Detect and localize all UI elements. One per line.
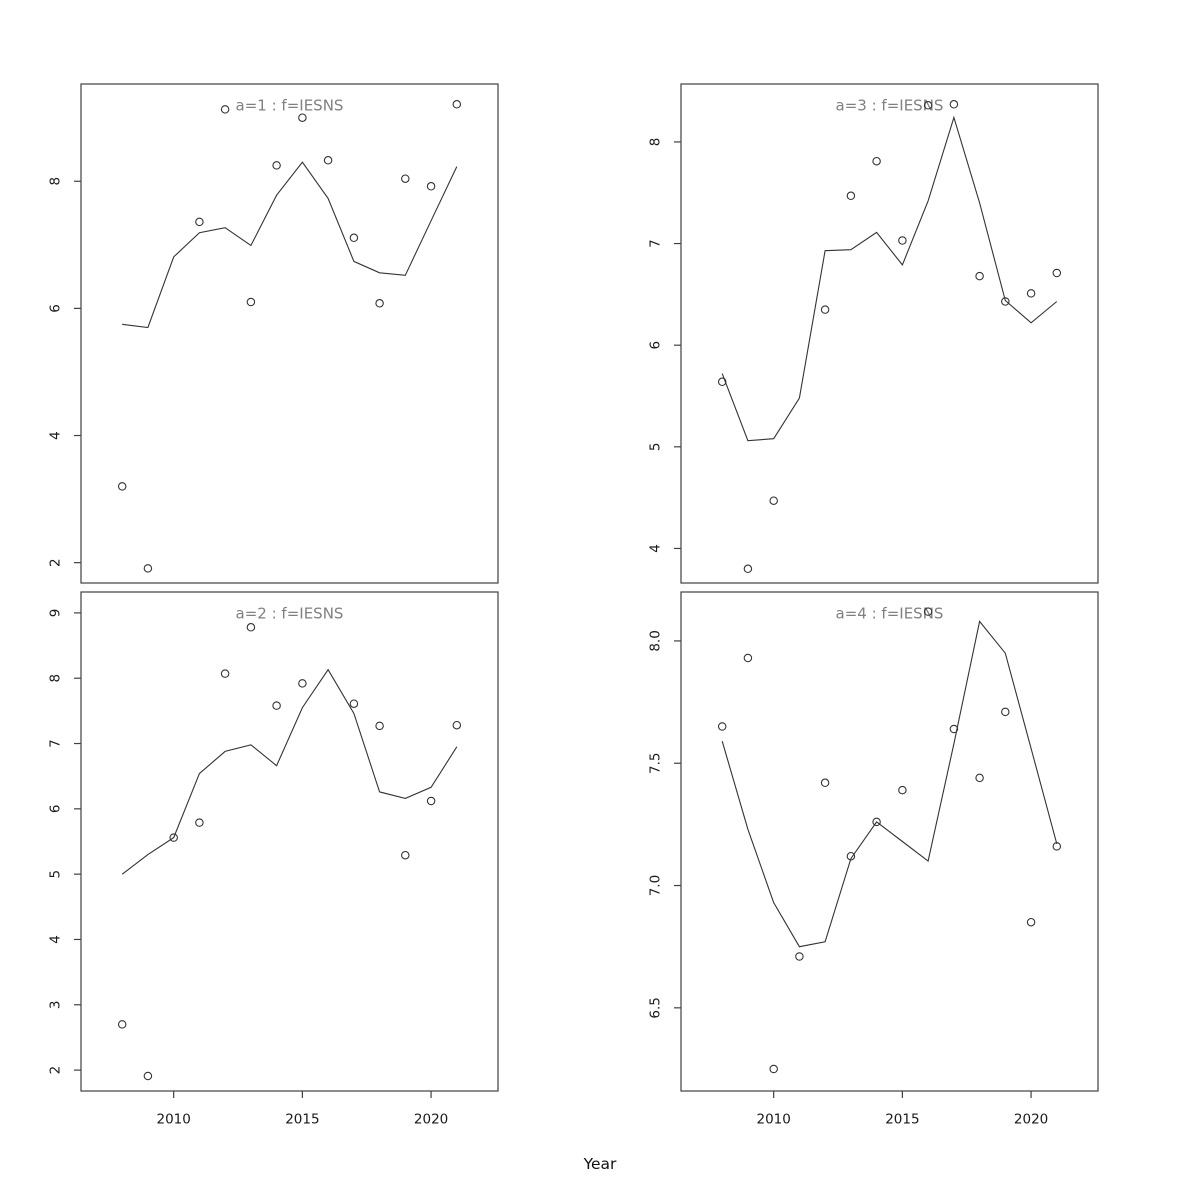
panel-frame xyxy=(80,591,499,1092)
y-tick-label: 6 xyxy=(48,304,64,313)
panel-frame xyxy=(680,591,1099,1092)
panel-frame xyxy=(680,83,1099,584)
panel-title: a=3 : f=IESNS xyxy=(836,97,944,115)
panel-title: a=2 : f=IESNS xyxy=(236,605,344,623)
fit-line xyxy=(121,668,458,875)
y-tick-label: 8 xyxy=(48,177,64,186)
obs-point-2015 xyxy=(898,785,907,795)
obs-point-2017 xyxy=(349,699,359,708)
y-tick-label: 2 xyxy=(48,558,64,567)
obs-point-2012 xyxy=(820,778,830,788)
y-tick-label: 4 xyxy=(48,431,64,440)
obs-point-2008 xyxy=(117,1020,127,1029)
x-tick-label: 2010 xyxy=(756,1112,790,1128)
y-tick-label: 3 xyxy=(48,1000,64,1009)
obs-point-2021 xyxy=(452,720,462,730)
y-tick-label: 8 xyxy=(48,674,64,683)
obs-point-2012 xyxy=(220,105,230,114)
panel-frame xyxy=(80,83,499,584)
panel-a3-f-iesns: a=3 : f=IESNS 4 5 6 7 8 xyxy=(617,70,1112,639)
y-tick-label: 5 xyxy=(648,443,664,452)
y-tick-label: 7 xyxy=(648,239,664,248)
y-tick-label: 7.0 xyxy=(648,875,664,896)
obs-point-2014 xyxy=(272,161,281,170)
obs-point-2010 xyxy=(769,496,778,505)
x-tick-label: 2010 xyxy=(156,1112,190,1128)
x-tick-label: 2015 xyxy=(885,1112,919,1128)
panel-a4-f-iesns: a=4 : f=IESNS 6.5 7.0 7.5 8.0 2010 2015 2020 xyxy=(617,578,1112,1147)
obs-point-2017 xyxy=(949,100,959,109)
fit-line xyxy=(122,161,458,329)
x-axis-title: Year xyxy=(583,1155,617,1173)
obs-point-2020 xyxy=(1026,917,1036,927)
fit-line xyxy=(721,115,1058,442)
obs-point-2021 xyxy=(1052,268,1062,278)
obs-point-2014 xyxy=(872,156,881,166)
obs-point-2019 xyxy=(401,174,410,183)
panel-plot: a=1 : f=IESNS 2 4 6 8 xyxy=(48,83,499,584)
obs-point-2010 xyxy=(169,833,178,842)
obs-point-2019 xyxy=(1001,707,1010,717)
panel-plot: a=2 : f=IESNS 2 3 4 5 6 7 8 9 2010 2015 2020 xyxy=(48,591,499,1128)
x-tick-label: 2020 xyxy=(1014,1112,1048,1128)
obs-point-2016 xyxy=(923,607,933,616)
obs-point-2018 xyxy=(375,721,384,731)
obs-point-2010 xyxy=(769,1064,778,1074)
obs-point-2015 xyxy=(298,113,307,122)
obs-point-2014 xyxy=(872,817,881,827)
obs-point-2012 xyxy=(820,305,830,314)
fit-line xyxy=(721,620,1058,948)
obs-point-2009 xyxy=(143,1071,153,1081)
y-tick-label: 5 xyxy=(48,870,64,879)
x-tick-label: 2020 xyxy=(414,1112,448,1128)
obs-point-2020 xyxy=(426,182,436,191)
obs-point-2015 xyxy=(898,236,907,245)
obs-point-2021 xyxy=(452,100,462,109)
y-tick-label: 7 xyxy=(48,739,64,748)
y-tick-label: 8.0 xyxy=(648,630,664,651)
panel-title: a=4 : f=IESNS xyxy=(836,605,944,623)
obs-point-2011 xyxy=(795,952,804,961)
obs-point-2017 xyxy=(949,724,959,734)
y-tick-label: 9 xyxy=(48,609,64,618)
y-tick-label: 6 xyxy=(48,805,64,814)
y-tick-label: 8 xyxy=(648,138,664,147)
y-tick-label: 7.5 xyxy=(648,752,664,773)
obs-point-2013 xyxy=(246,297,256,307)
y-tick-label: 4 xyxy=(648,544,664,553)
obs-point-2009 xyxy=(743,564,753,574)
obs-point-2008 xyxy=(717,722,727,731)
obs-point-2020 xyxy=(1026,289,1036,298)
obs-point-2018 xyxy=(975,271,984,281)
obs-point-2018 xyxy=(975,773,984,783)
obs-point-2013 xyxy=(846,191,856,201)
panel-title: a=1 : f=IESNS xyxy=(236,97,344,115)
obs-point-2012 xyxy=(220,669,230,678)
obs-point-2016 xyxy=(323,156,333,165)
obs-point-2019 xyxy=(401,850,410,860)
obs-point-2014 xyxy=(272,701,281,710)
obs-point-2011 xyxy=(195,217,204,227)
x-tick-label: 2015 xyxy=(285,1112,319,1128)
y-tick-label: 6.5 xyxy=(648,997,664,1018)
obs-point-2011 xyxy=(195,818,204,827)
obs-point-2009 xyxy=(743,653,753,663)
obs-point-2013 xyxy=(246,623,256,632)
panel-a1-f-iesns: a=1 : f=IESNS 2 4 6 8 xyxy=(17,70,512,639)
panel-a2-f-iesns: a=2 : f=IESNS 2 3 4 5 6 7 8 9 2010 2015 2020 xyxy=(17,578,512,1147)
obs-point-2018 xyxy=(375,299,384,308)
obs-point-2017 xyxy=(349,233,359,243)
obs-point-2015 xyxy=(298,679,307,688)
obs-point-2019 xyxy=(1001,297,1010,306)
obs-point-2009 xyxy=(143,564,153,573)
y-tick-label: 2 xyxy=(48,1066,64,1075)
y-tick-label: 6 xyxy=(648,341,664,350)
panel-plot: a=4 : f=IESNS 6.5 7.0 7.5 8.0 2010 2015 2020 xyxy=(648,591,1099,1128)
y-tick-label: 4 xyxy=(48,935,64,944)
obs-point-2020 xyxy=(426,796,436,806)
obs-point-2008 xyxy=(117,482,127,491)
obs-point-2016 xyxy=(923,101,933,110)
panel-plot: a=3 : f=IESNS 4 5 6 7 8 xyxy=(648,83,1099,584)
